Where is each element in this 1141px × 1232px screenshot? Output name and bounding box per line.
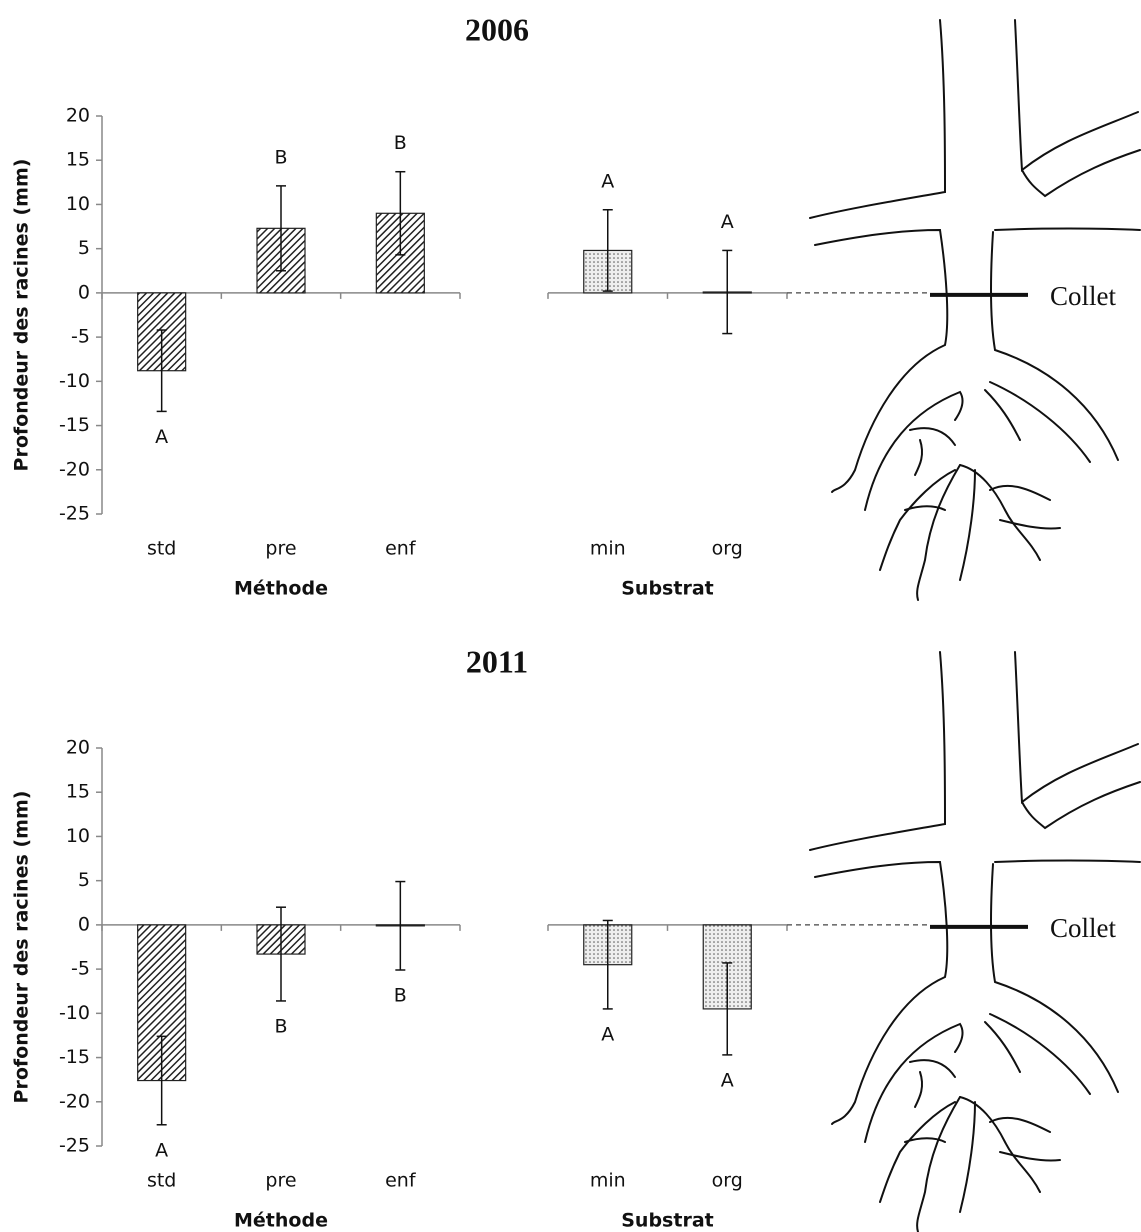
- x-tick-label: min: [590, 538, 626, 560]
- significance-letter: B: [394, 132, 407, 154]
- x-axis-label: Substrat: [621, 578, 713, 600]
- y-tick-label: 0: [78, 913, 90, 935]
- y-tick-label: 15: [66, 149, 90, 171]
- figure: 2006 Profondeur des racines (mm) 20 15 10 5 0 -…: [0, 0, 1141, 1232]
- chart-title: 2006: [465, 11, 529, 47]
- y-tick-label: -25: [59, 503, 90, 525]
- y-tick-label: -25: [59, 1135, 90, 1157]
- chart-title: 2011: [466, 643, 528, 679]
- y-tick-label: -10: [59, 1002, 90, 1024]
- significance-letter: B: [274, 146, 287, 168]
- significance-letter: A: [155, 1139, 168, 1161]
- x-tick-label: std: [147, 1170, 176, 1192]
- y-tick-label: 10: [66, 825, 90, 847]
- x-tick-label: pre: [265, 1170, 296, 1192]
- y-tick-label: -15: [59, 1046, 90, 1068]
- x-tick-label: org: [712, 538, 743, 560]
- annotation: Collet: [1050, 913, 1116, 943]
- significance-letter: B: [394, 984, 407, 1006]
- x-axis-label: Substrat: [621, 1210, 713, 1232]
- y-tick-label: -20: [59, 458, 90, 480]
- y-tick-label: 20: [66, 105, 90, 127]
- x-axis-label: Méthode: [234, 578, 328, 600]
- y-tick-label: 10: [66, 193, 90, 215]
- y-tick-label: -5: [71, 326, 90, 348]
- y-tick-label: 0: [78, 281, 90, 303]
- x-tick-label: std: [147, 538, 176, 560]
- y-tick-label: 15: [66, 781, 90, 803]
- y-tick-label: 5: [78, 237, 90, 259]
- y-tick-label: -10: [59, 370, 90, 392]
- x-tick-label: enf: [385, 1170, 417, 1192]
- x-tick-label: org: [712, 1170, 743, 1192]
- significance-letter: B: [274, 1015, 287, 1037]
- x-tick-label: pre: [265, 538, 296, 560]
- x-tick-label: min: [590, 1170, 626, 1192]
- annotation: Collet: [1050, 281, 1116, 311]
- significance-letter: A: [155, 426, 168, 448]
- y-tick-label: -15: [59, 414, 90, 436]
- significance-letter: A: [721, 211, 734, 233]
- significance-letter: A: [721, 1069, 734, 1091]
- y-tick-label: 20: [66, 737, 90, 759]
- significance-letter: A: [601, 170, 614, 192]
- x-axis-label: Méthode: [234, 1210, 328, 1232]
- y-axis-label: Profondeur des racines (mm): [11, 791, 33, 1104]
- significance-letter: A: [601, 1023, 614, 1045]
- y-tick-label: 5: [78, 869, 90, 891]
- y-axis-label: Profondeur des racines (mm): [11, 159, 33, 472]
- y-tick-label: -20: [59, 1090, 90, 1112]
- y-tick-label: -5: [71, 958, 90, 980]
- x-tick-label: enf: [385, 538, 417, 560]
